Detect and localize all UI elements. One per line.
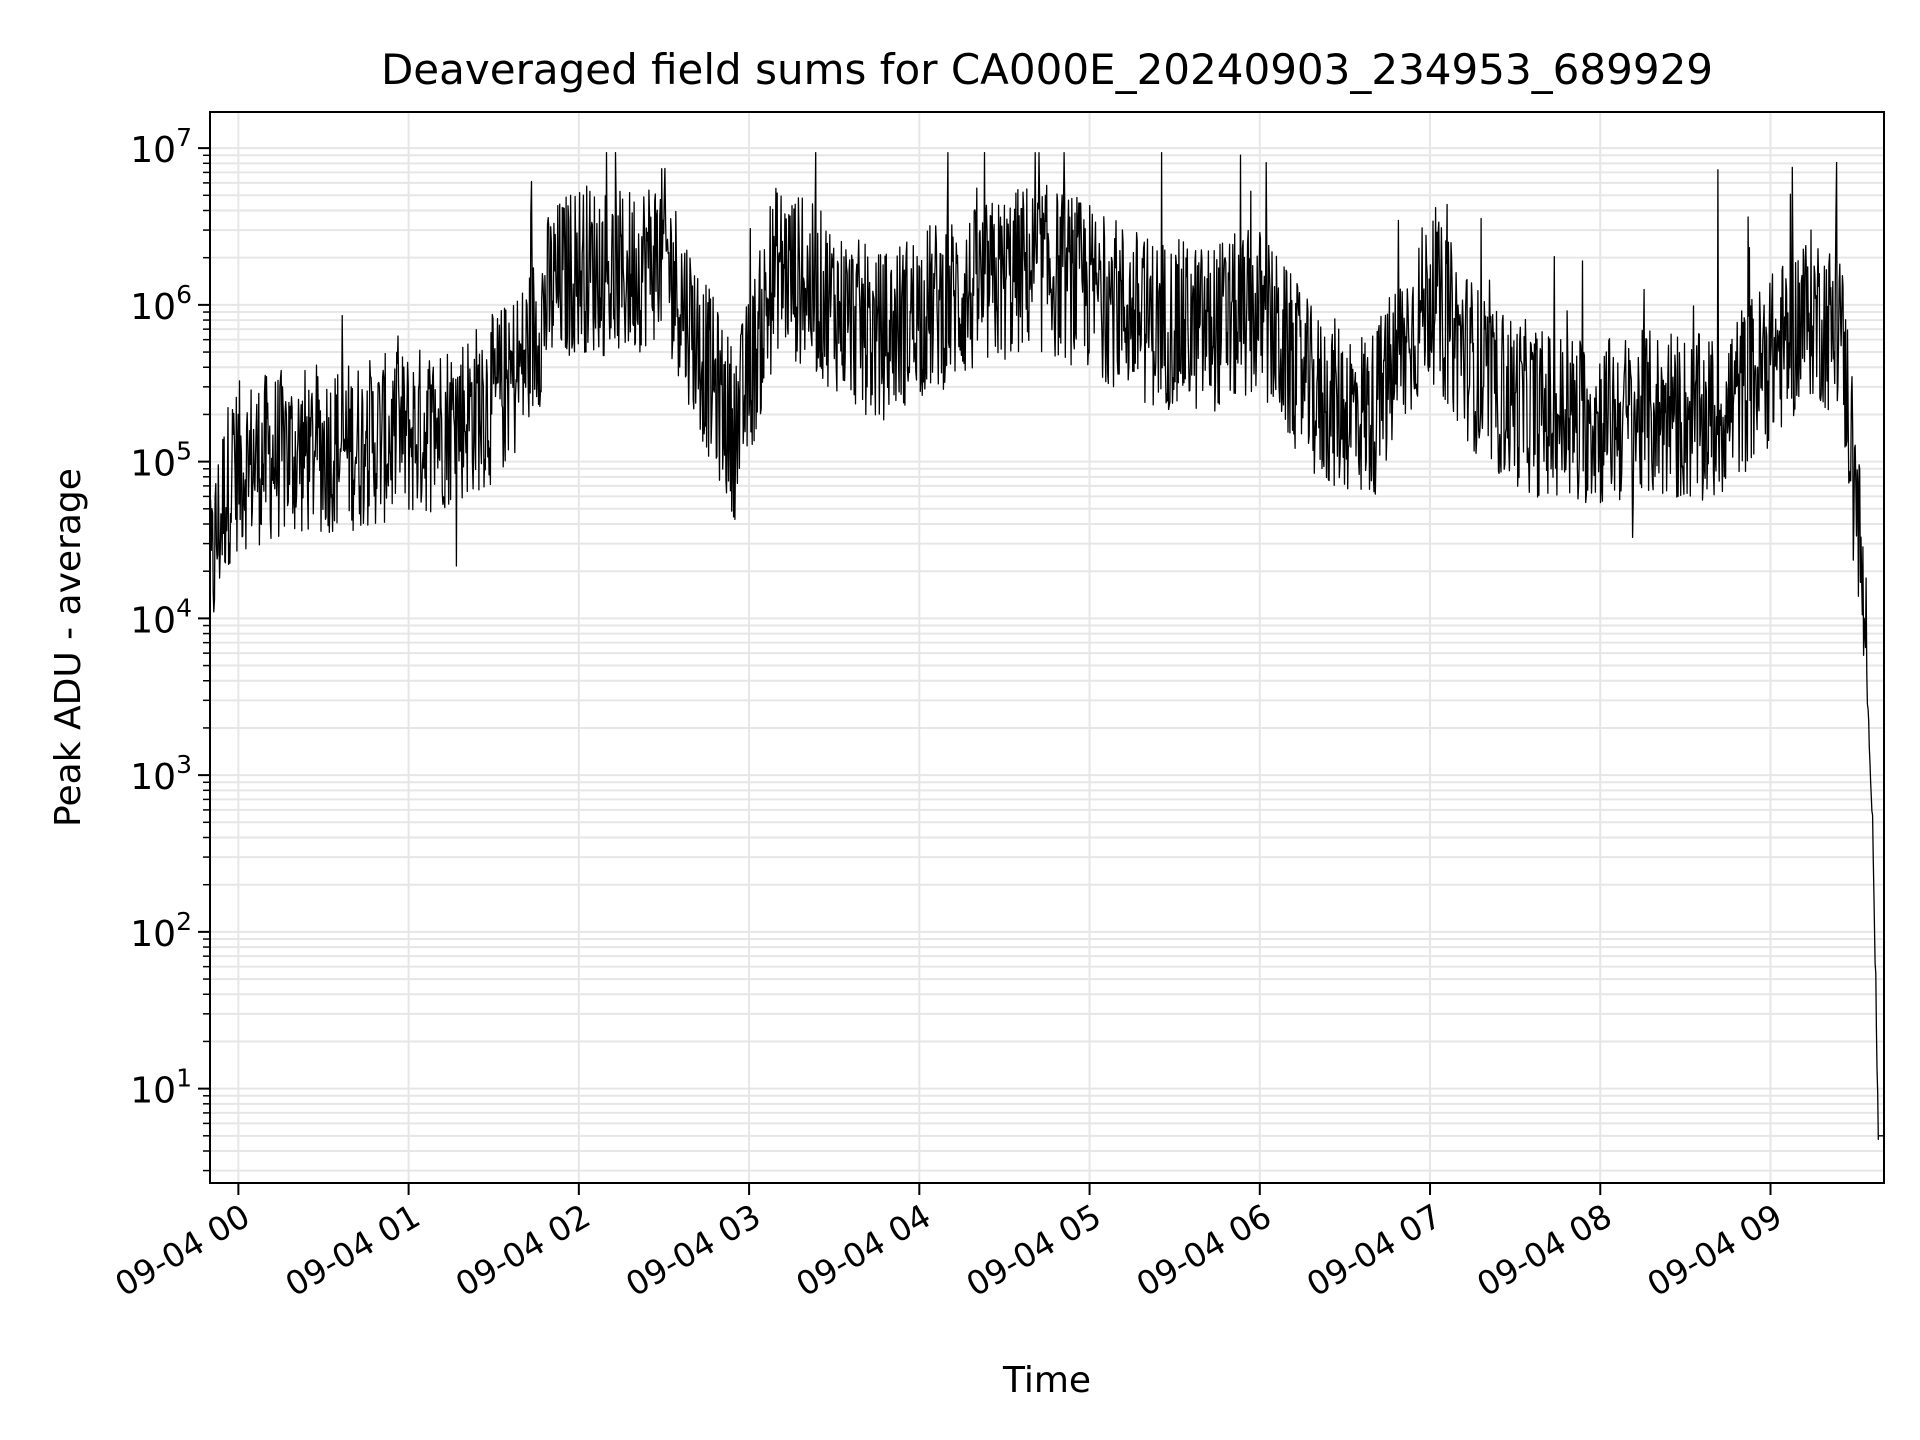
y-tick-label-base: 10 <box>130 444 176 485</box>
y-tick-label: 104 <box>130 593 192 641</box>
y-tick-label-exponent: 2 <box>176 907 192 936</box>
y-tick-label: 106 <box>130 280 192 328</box>
y-tick-label-base: 10 <box>130 757 176 798</box>
y-tick-label-base: 10 <box>130 130 176 171</box>
y-tick-label-base: 10 <box>130 1071 176 1112</box>
series-line <box>209 152 1884 1141</box>
y-tick-label-exponent: 4 <box>176 593 192 622</box>
y-tick-label-base: 10 <box>130 600 176 641</box>
y-tick-label: 105 <box>130 437 192 485</box>
y-tick-label: 101 <box>130 1064 192 1112</box>
series-layer <box>209 152 1884 1141</box>
plot-frame <box>209 111 1885 1184</box>
y-tick-label-exponent: 6 <box>176 280 192 309</box>
y-axis-label: Peak ADU - average <box>48 468 89 827</box>
y-tick-label-exponent: 1 <box>176 1064 192 1093</box>
x-axis-label: Time <box>1002 1360 1091 1401</box>
y-tick-label-exponent: 7 <box>176 123 192 152</box>
y-tick-label-base: 10 <box>130 914 176 955</box>
y-tick-label-base: 10 <box>130 287 176 328</box>
y-tick-label: 102 <box>130 907 192 955</box>
y-tick-label-exponent: 3 <box>176 750 192 779</box>
y-tick-label: 107 <box>130 123 192 171</box>
y-tick-label-exponent: 5 <box>176 437 192 466</box>
chart-title: Deaveraged field sums for CA000E_2024090… <box>381 45 1713 94</box>
y-tick-label: 103 <box>130 750 192 798</box>
